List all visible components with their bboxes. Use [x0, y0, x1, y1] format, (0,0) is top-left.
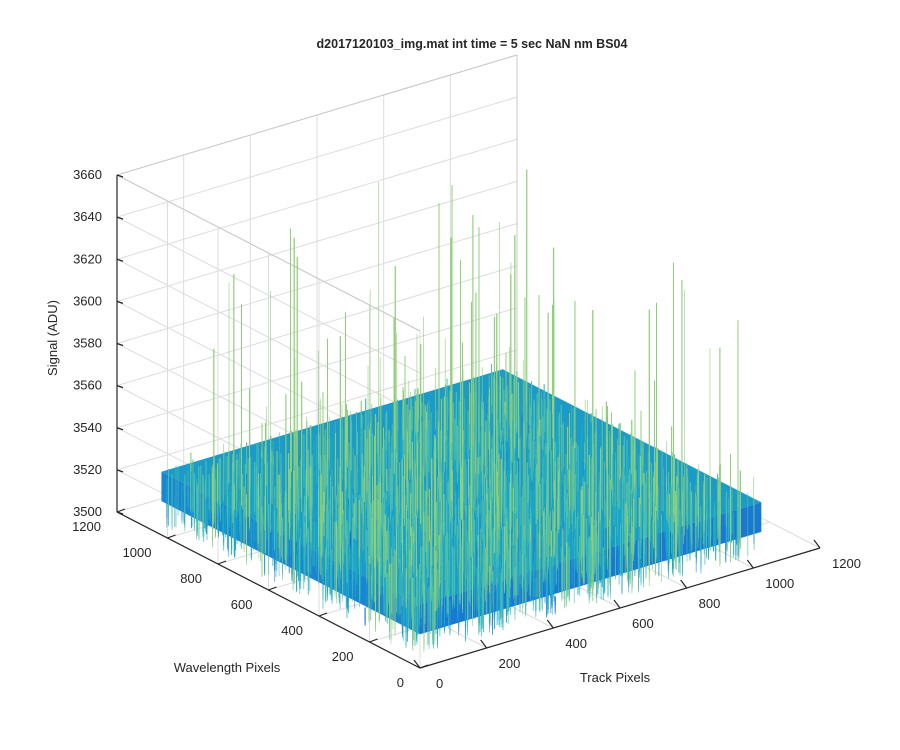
box-edge: [116, 174, 421, 332]
grid-line: [116, 349, 518, 471]
surface: [161, 169, 762, 653]
box-edge: [116, 54, 518, 176]
grid-line: [116, 265, 518, 387]
grid-line: [116, 216, 421, 374]
grid-line: [116, 180, 518, 302]
grid-line: [116, 96, 518, 218]
grid-line: [116, 223, 518, 344]
grid-line: [116, 307, 518, 429]
grid-line: [116, 258, 421, 416]
grid-line: [116, 138, 518, 260]
